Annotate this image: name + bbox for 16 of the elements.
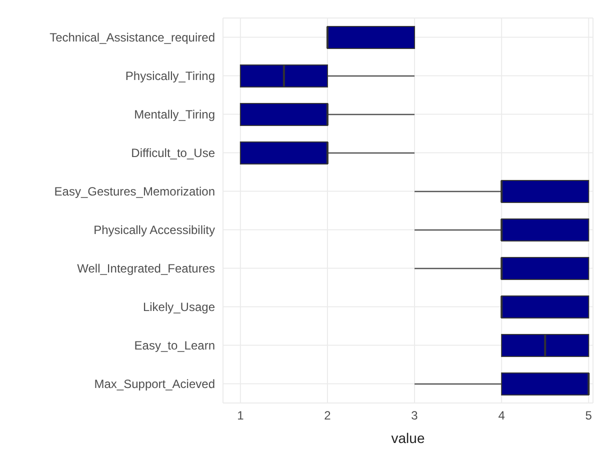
x-tick-label: 1 — [237, 408, 244, 423]
y-tick-label: Physically_Tiring — [125, 69, 215, 84]
y-tick-label: Max_Support_Acieved — [94, 377, 215, 392]
y-tick-label: Mentally_Tiring — [134, 108, 215, 122]
y-tick-label: Physically Accessibility — [94, 223, 215, 238]
y-tick-label: Well_Integrated_Features — [77, 262, 215, 276]
y-tick-label: Difficult_to_Use — [131, 146, 216, 160]
y-tick-label: Technical_Assistance_required — [50, 30, 215, 45]
x-tick-label: 3 — [411, 408, 418, 423]
y-tick-label: Easy_Gestures_Memorization — [54, 184, 215, 199]
x-tick-label: 4 — [498, 408, 506, 423]
x-axis-title: value — [391, 430, 425, 446]
x-tick-label: 5 — [585, 408, 592, 423]
y-tick-label: Likely_Usage — [142, 300, 216, 314]
y-tick-label: Easy_to_Learn — [134, 338, 215, 353]
x-tick-label: 2 — [324, 408, 332, 423]
